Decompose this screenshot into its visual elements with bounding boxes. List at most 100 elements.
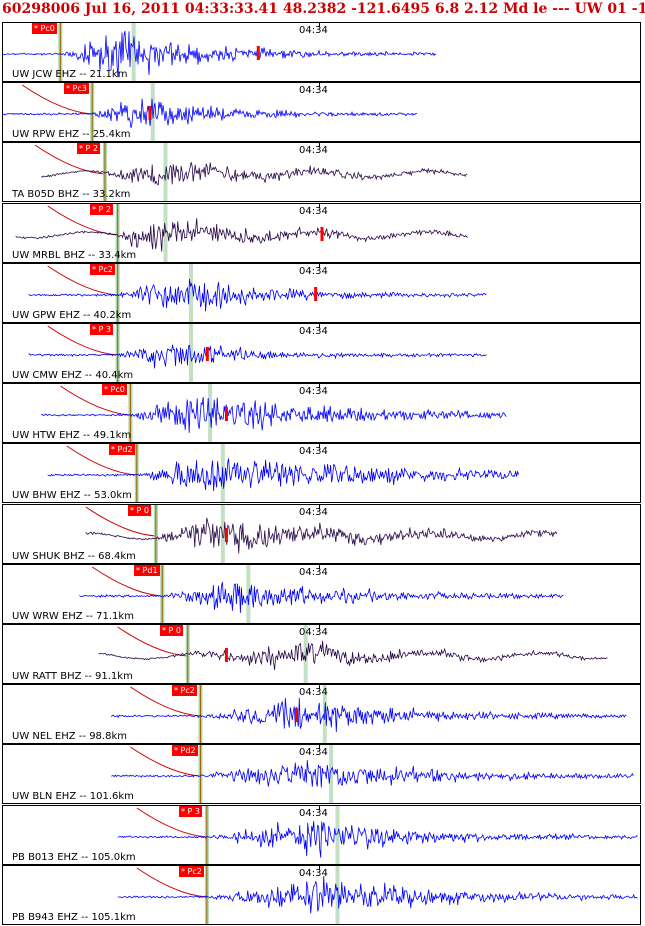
station-label: UW RATT BHZ -- 91.1km <box>12 671 133 682</box>
waveform-trace <box>41 396 507 433</box>
waveform-plot <box>15 204 468 262</box>
waveform-trace <box>47 458 519 492</box>
time-tick <box>319 143 320 147</box>
phase-pick-label[interactable]: * P 3 <box>90 324 113 335</box>
coda-marker <box>320 227 324 241</box>
station-label: UW BHW EHZ -- 53.0km <box>12 490 132 501</box>
time-tick-label: 04:34 <box>299 326 328 337</box>
coda-marker <box>205 347 209 361</box>
seismogram-panel-6[interactable]: * P 3 04:34 UW CMW EHZ -- 40.4km <box>2 323 641 383</box>
secondary-arrival-line <box>335 866 340 924</box>
pick-line-core <box>199 685 201 743</box>
phase-pick-label[interactable]: * P 3 <box>179 806 202 817</box>
waveform-trace <box>28 278 487 312</box>
waveform-trace <box>3 98 417 129</box>
seismogram-panel-14[interactable]: * P 3 04:34 PB B013 EHZ -- 105.0km <box>2 805 641 865</box>
time-tick <box>319 565 320 569</box>
time-tick-label: 04:34 <box>299 446 328 457</box>
pick-line-core <box>129 384 131 442</box>
waveform-trace <box>79 581 564 613</box>
seismogram-panel-15[interactable]: * Pc2 04:34 PB B943 EHZ -- 105.1km <box>2 865 641 925</box>
travel-time-curve <box>85 506 156 537</box>
coda-marker <box>314 287 318 301</box>
waveform-plot <box>28 264 487 322</box>
coda-marker <box>224 407 228 421</box>
phase-pick-label[interactable]: * P 0 <box>128 505 151 516</box>
seismogram-panel-1[interactable]: * Pc0 04:34 UW JCW EHZ -- 21.1km <box>2 22 641 82</box>
pick-line-core <box>117 324 119 382</box>
time-tick <box>319 264 320 268</box>
seismogram-panel-12[interactable]: * Pc2 04:34 UW NEL EHZ -- 98.8km <box>2 684 641 744</box>
waveform-plot <box>117 806 638 864</box>
phase-pick-label[interactable]: * P 2 <box>77 143 100 154</box>
phase-pick-label[interactable]: * P 0 <box>160 625 183 636</box>
coda-marker <box>224 528 228 542</box>
phase-pick-label[interactable]: * Pc0 <box>102 384 127 395</box>
pick-line-core <box>206 866 208 924</box>
phase-pick-label[interactable]: * P 2 <box>90 204 113 215</box>
secondary-arrival-line <box>303 625 308 683</box>
waveform-trace <box>117 875 638 914</box>
seismogram-panel-13[interactable]: * Pd2 04:34 UW BLN EHZ -- 101.6km <box>2 744 641 804</box>
waveform-plot <box>85 505 558 563</box>
phase-pick-label[interactable]: * Pd2 <box>109 444 135 455</box>
time-tick-label: 04:34 <box>299 266 328 277</box>
seismogram-panel-2[interactable]: * Pc3 04:34 UW RPW EHZ -- 25.4km <box>2 82 641 142</box>
pick-line-core <box>136 444 138 502</box>
pick-line-core <box>91 83 93 141</box>
secondary-arrival-line <box>246 565 251 623</box>
pick-line-core <box>199 745 201 803</box>
time-tick-label: 04:34 <box>299 627 328 638</box>
time-tick <box>319 745 320 749</box>
event-header: 60298006 Jul 16, 2011 04:33:33.41 48.238… <box>0 0 645 22</box>
travel-time-curve <box>136 867 207 898</box>
station-label: PB B013 EHZ -- 105.0km <box>12 852 136 863</box>
time-tick <box>319 866 320 870</box>
secondary-arrival-line <box>220 505 225 563</box>
phase-pick-label[interactable]: * Pc2 <box>179 866 204 877</box>
phase-pick-label[interactable]: * Pc0 <box>32 23 57 34</box>
time-tick-label: 04:34 <box>299 386 328 397</box>
station-label: UW CMW EHZ -- 40.4km <box>12 370 134 381</box>
phase-pick-label[interactable]: * Pc2 <box>172 685 197 696</box>
waveform-trace <box>3 30 437 78</box>
seismogram-panel-3[interactable]: * P 2 04:34 TA B05D BHZ -- 33.2km <box>2 142 641 202</box>
secondary-arrival-line <box>188 324 193 382</box>
station-label: PB B943 EHZ -- 105.1km <box>12 912 136 923</box>
waveform-trace <box>15 218 468 252</box>
station-label: UW NEL EHZ -- 98.8km <box>12 731 127 742</box>
phase-pick-label[interactable]: * Pc2 <box>90 264 115 275</box>
seismogram-stack: * Pc0 04:34 UW JCW EHZ -- 21.1km * Pc3 0… <box>0 22 645 926</box>
time-tick-label: 04:34 <box>299 747 328 758</box>
seismogram-panel-7[interactable]: * Pc0 04:34 UW HTW EHZ -- 49.1km <box>2 383 641 443</box>
station-label: UW BLN EHZ -- 101.6km <box>12 791 134 802</box>
station-label: UW MRBL BHZ -- 33.4km <box>12 250 137 261</box>
waveform-trace <box>98 640 608 671</box>
seismogram-panel-9[interactable]: * P 0 04:34 UW SHUK BHZ -- 68.4km <box>2 504 641 564</box>
waveform-plot <box>34 143 468 201</box>
seismogram-panel-5[interactable]: * Pc2 04:34 UW GPW EHZ -- 40.2km <box>2 263 641 323</box>
station-label: UW JCW EHZ -- 21.1km <box>12 69 128 80</box>
event-header-text: 60298006 Jul 16, 2011 04:33:33.41 48.238… <box>2 1 645 17</box>
travel-time-curve <box>47 265 118 296</box>
pick-line-core <box>155 505 157 563</box>
station-label: UW HTW EHZ -- 49.1km <box>12 430 132 441</box>
phase-pick-label[interactable]: * Pd2 <box>172 745 198 756</box>
seismogram-panel-10[interactable]: * Pd1 04:34 UW WRW EHZ -- 71.1km <box>2 564 641 624</box>
station-label: UW GPW EHZ -- 40.2km <box>12 310 132 321</box>
time-tick <box>319 625 320 629</box>
travel-time-curve <box>47 325 118 356</box>
time-tick-label: 04:34 <box>299 567 328 578</box>
time-tick-label: 04:34 <box>299 687 328 698</box>
waveform-plot <box>3 23 437 81</box>
waveform-trace <box>111 697 627 733</box>
time-tick-label: 04:34 <box>299 145 328 156</box>
phase-pick-label[interactable]: * Pd1 <box>134 565 160 576</box>
phase-pick-label[interactable]: * Pc3 <box>64 83 89 94</box>
seismogram-panel-11[interactable]: * P 0 04:34 UW RATT BHZ -- 91.1km <box>2 624 641 684</box>
travel-time-curve <box>60 385 131 416</box>
seismogram-panel-4[interactable]: * P 2 04:34 UW MRBL BHZ -- 33.4km <box>2 203 641 263</box>
waveform-trace <box>117 820 638 858</box>
seismogram-panel-8[interactable]: * Pd2 04:34 UW BHW EHZ -- 53.0km <box>2 443 641 503</box>
waveform-plot <box>79 565 564 623</box>
